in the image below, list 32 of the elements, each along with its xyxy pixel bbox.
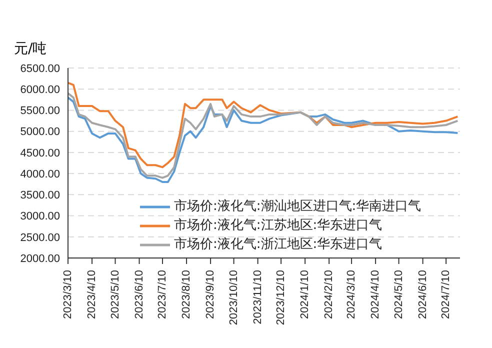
- y-tick-label: 4000.00: [20, 168, 60, 180]
- y-tick-label: 2000.00: [20, 252, 60, 265]
- y-tick-label: 5000.00: [20, 126, 60, 138]
- line-series: [68, 82, 459, 168]
- x-tick-label: 2023/8/10: [180, 270, 193, 319]
- x-tick-label: 2023/9/10: [204, 270, 217, 319]
- x-tick-label: 2023/11/10: [252, 270, 264, 324]
- x-tick-label: 2023/3/10: [62, 270, 74, 319]
- y-axis-title: 元/吨: [14, 40, 47, 58]
- y-tick-label: 5500.00: [20, 105, 60, 118]
- x-tick-label: 2023/4/10: [86, 270, 98, 319]
- x-tick-label: 2024/6/10: [416, 270, 429, 319]
- x-tick-label: 2024/7/10: [440, 270, 452, 319]
- x-tick-label: 2024/1/10: [299, 270, 312, 319]
- x-tick-label: 2023/7/10: [156, 270, 169, 319]
- legend-label: 市场价:液化气:江苏地区:华东进口气: [174, 217, 382, 235]
- legend-label: 市场价:液化气:潮汕地区进口气:华南进口气: [174, 198, 422, 216]
- legend-label: 市场价:液化气:浙江地区:华东进口气: [174, 236, 382, 254]
- x-tick-label: 2023/10/10: [228, 270, 240, 326]
- y-tick-label: 3000.00: [20, 210, 60, 223]
- y-tick-label: 3500.00: [20, 190, 60, 202]
- x-tick-label: 2023/5/10: [109, 270, 122, 319]
- x-tick-label: 2024/3/10: [346, 270, 358, 319]
- y-tick-label: 2500.00: [20, 232, 60, 244]
- y-tick-label: 6000.00: [20, 84, 60, 96]
- x-tick-label: 2023/6/10: [133, 270, 146, 319]
- y-tick-label: 4500.00: [20, 147, 60, 160]
- y-tick-label: 6500.00: [20, 62, 60, 75]
- x-tick-label: 2024/4/10: [370, 270, 382, 319]
- x-tick-label: 2024/5/10: [392, 270, 405, 319]
- x-tick-label: 2024/2/10: [323, 270, 336, 319]
- x-tick-label: 2023/12/10: [275, 270, 288, 326]
